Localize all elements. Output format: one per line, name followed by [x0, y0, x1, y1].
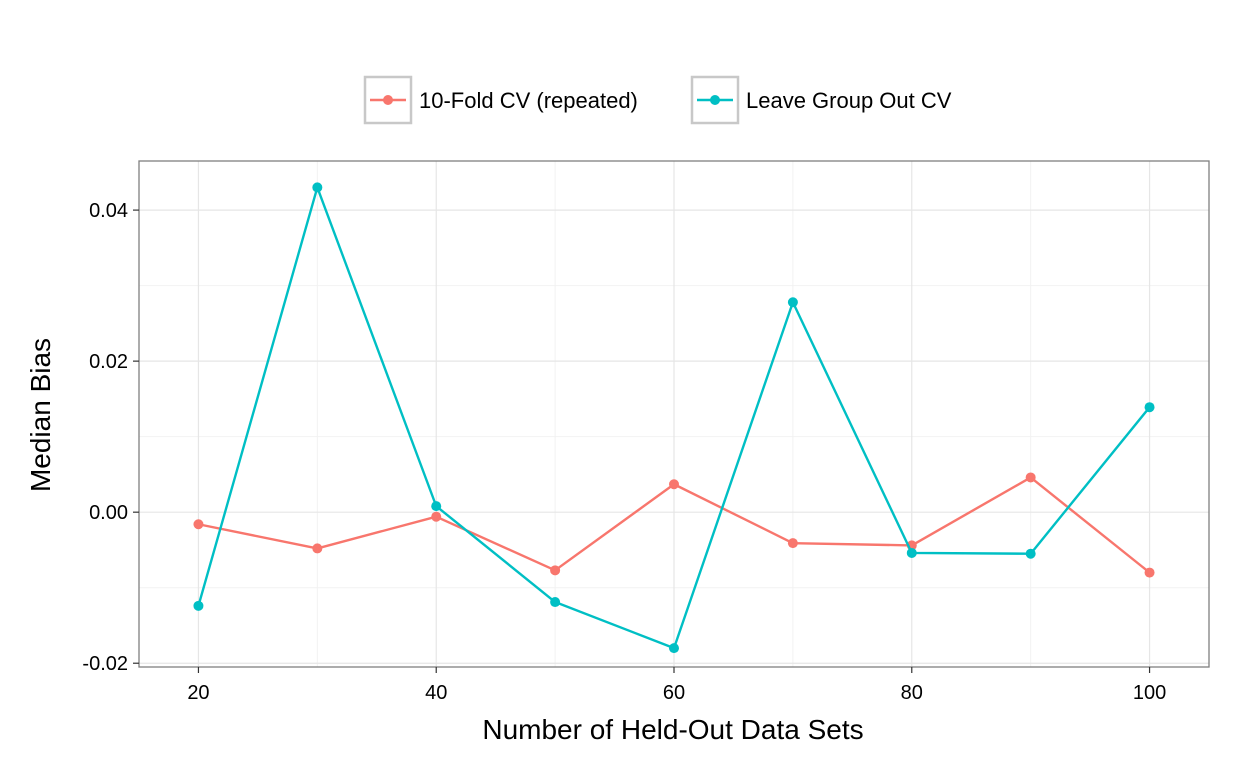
data-point [193, 600, 204, 611]
data-point [550, 565, 561, 576]
y-tick-label: 0.04 [89, 200, 128, 222]
data-point [312, 543, 323, 554]
grid [139, 161, 1209, 667]
legend-item-2: Leave Group Out CV [690, 75, 952, 125]
data-point [193, 519, 204, 530]
data-point [431, 501, 442, 512]
data-point [669, 479, 679, 490]
data-point [787, 297, 798, 308]
y-tick-label: 0.00 [89, 502, 128, 524]
data-point [1025, 548, 1036, 559]
data-point [1025, 472, 1036, 483]
legend-item-1: 10-Fold CV (repeated) [363, 75, 638, 125]
x-tick-label: 40 [425, 682, 447, 704]
x-tick-label: 100 [1133, 682, 1166, 704]
data-point [1144, 567, 1155, 578]
legend-label: 10-Fold CV (repeated) [419, 88, 638, 113]
x-tick-label: 80 [901, 682, 923, 704]
y-axis-title: Median Bias [25, 338, 56, 492]
data-point [550, 597, 561, 608]
y-tick-label: -0.02 [82, 653, 128, 675]
legend-key-point [710, 95, 720, 105]
data-point [431, 511, 442, 522]
data-point [906, 547, 917, 558]
series-layer [193, 182, 1155, 654]
series-2 [193, 182, 1155, 654]
data-point [312, 182, 323, 193]
axes: 20 40 60 80 100 -0.02 0.00 0.02 0.04 [82, 160, 1210, 704]
data-point [787, 538, 798, 549]
legend: 10-Fold CV (repeated) Leave Group Out CV [363, 75, 952, 125]
x-tick-label: 20 [187, 682, 209, 704]
data-point [669, 643, 679, 654]
x-axis-title: Number of Held-Out Data Sets [482, 714, 863, 745]
legend-key-point [383, 95, 393, 105]
legend-label: Leave Group Out CV [746, 88, 952, 113]
y-tick-label: 0.02 [89, 351, 128, 373]
x-tick-label: 60 [663, 682, 685, 704]
data-point [1144, 402, 1155, 413]
series-1 [193, 472, 1155, 578]
